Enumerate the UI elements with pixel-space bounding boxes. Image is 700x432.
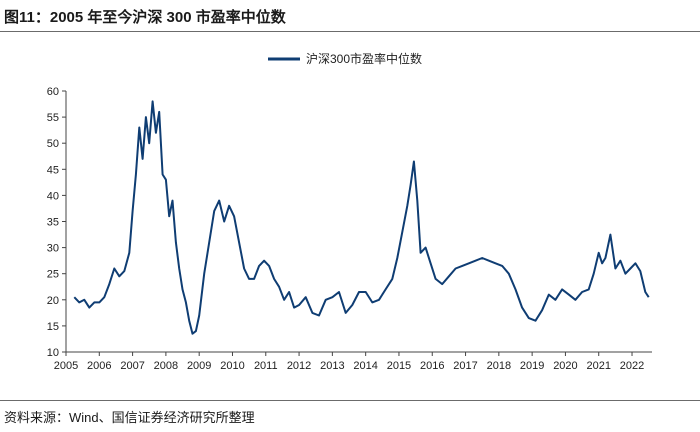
title-rule: [0, 31, 700, 32]
series-layer: [73, 100, 650, 335]
y-tick-label: 10: [47, 347, 59, 359]
y-tick-label: 25: [47, 269, 59, 281]
y-tick-label: 20: [47, 295, 59, 307]
x-tick-label: 2022: [620, 360, 644, 372]
axes: [65, 91, 652, 353]
y-tick-label: 60: [47, 86, 59, 98]
y-tick-label: 40: [47, 190, 59, 202]
y-tick-label: 45: [47, 164, 59, 176]
y-axis-ticks: 10 15 20 25 30 35 40 45 50 55 60: [47, 86, 66, 359]
x-tick-label: 2005: [54, 360, 78, 372]
x-tick-label: 2018: [487, 360, 511, 372]
x-tick-label: 2020: [553, 360, 577, 372]
series-line-0: [73, 100, 650, 335]
x-tick-label: 2015: [387, 360, 411, 372]
x-tick-label: 2016: [420, 360, 444, 372]
x-tick-label: 2009: [187, 360, 211, 372]
x-axis-ticks: 2005 2006 2007 2008 2009 2010 2011 2012 2013 2014…: [54, 352, 644, 372]
y-tick-label: 50: [47, 138, 59, 150]
x-tick-label: 2006: [87, 360, 111, 372]
figure-title: 图11：2005 年至今沪深 300 市盈率中位数: [4, 9, 286, 26]
x-tick-label: 2014: [353, 360, 377, 372]
source-rule: [0, 400, 700, 401]
y-tick-label: 15: [47, 321, 59, 333]
x-tick-label: 2017: [453, 360, 477, 372]
y-tick-label: 35: [47, 217, 59, 229]
x-tick-label: 2008: [154, 360, 178, 372]
x-tick-label: 2011: [254, 360, 278, 372]
x-tick-label: 2012: [287, 360, 311, 372]
x-tick-label: 2019: [520, 360, 544, 372]
x-tick-label: 2021: [586, 360, 610, 372]
legend-label: 沪深300市盈率中位数: [306, 51, 422, 66]
y-tick-label: 30: [47, 243, 59, 255]
x-tick-label: 2010: [220, 360, 244, 372]
x-tick-label: 2007: [120, 360, 144, 372]
legend: 沪深300市盈率中位数: [268, 51, 422, 66]
y-tick-label: 55: [47, 112, 59, 124]
x-tick-label: 2013: [320, 360, 344, 372]
source-note: 资料来源：Wind、国信证券经济研究所整理: [4, 410, 255, 425]
